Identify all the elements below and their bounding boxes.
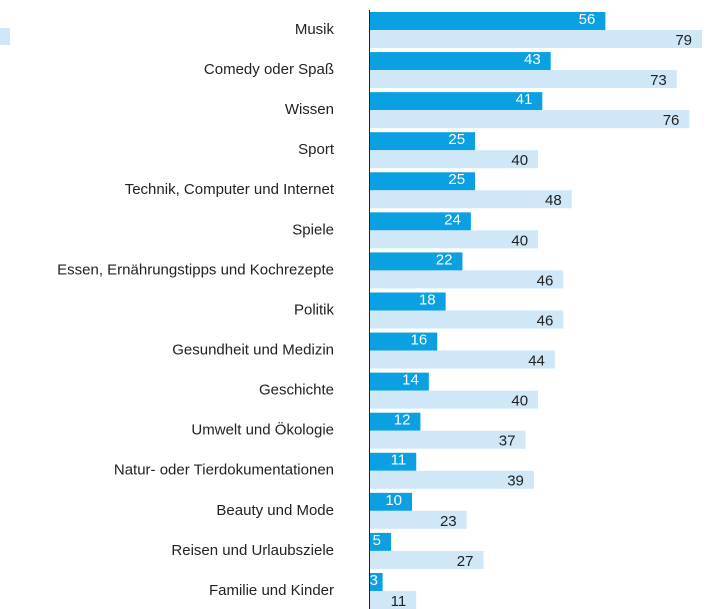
value-label: 56 (579, 11, 596, 28)
value-label: 11 (391, 452, 407, 469)
bar (370, 252, 463, 271)
bar (370, 270, 564, 289)
category-label: Essen, Ernährungstipps und Kochrezepte (57, 261, 334, 278)
bar (370, 430, 526, 449)
bar (370, 492, 413, 511)
bar (370, 12, 606, 30)
value-label: 44 (528, 353, 545, 370)
bar (370, 590, 417, 609)
value-label: 22 (436, 251, 453, 268)
value-label: 43 (524, 51, 541, 68)
value-label: 46 (537, 272, 554, 289)
bar (370, 92, 543, 111)
bar (370, 372, 429, 391)
bar (370, 230, 539, 249)
category-label: Politik (294, 301, 335, 318)
value-label: 40 (511, 393, 528, 410)
bar (370, 350, 555, 369)
value-label: 3 (370, 572, 378, 589)
value-label: 27 (457, 553, 474, 570)
value-label: 40 (511, 152, 528, 169)
bar (370, 132, 476, 151)
bar (370, 332, 438, 351)
value-label: 18 (419, 291, 436, 308)
value-label: 76 (663, 112, 680, 129)
value-label: 16 (411, 332, 428, 349)
bar (370, 190, 572, 209)
category-label: Technik, Computer und Internet (125, 181, 335, 198)
category-label: Spiele (292, 221, 334, 238)
value-label: 40 (511, 232, 528, 249)
value-label: 25 (448, 171, 465, 188)
bar (370, 30, 702, 48)
category-label: Wissen (285, 101, 334, 118)
bar (370, 212, 471, 231)
bar (370, 572, 383, 591)
value-label: 25 (448, 131, 465, 148)
value-label: 37 (499, 433, 516, 450)
bar (370, 292, 446, 311)
value-label: 73 (650, 72, 667, 89)
value-label: 39 (507, 473, 524, 490)
bar (370, 510, 467, 529)
value-label: 24 (444, 211, 461, 228)
bar (370, 470, 534, 489)
category-label: Geschichte (259, 382, 334, 399)
category-label: Reisen und Urlaubsziele (171, 542, 334, 559)
bar (370, 390, 539, 409)
bar (370, 172, 476, 191)
legend-swatch (0, 28, 10, 45)
bar (370, 550, 484, 569)
category-label: Familie und Kinder (209, 582, 334, 599)
value-label: 14 (402, 372, 419, 389)
bar (370, 52, 551, 71)
bar (370, 150, 539, 169)
category-label: Umwelt und Ökologie (191, 421, 334, 439)
value-label: 48 (545, 192, 562, 209)
category-label: Beauty und Mode (216, 502, 334, 519)
bar (370, 532, 392, 551)
value-label: 79 (675, 32, 692, 49)
bar (370, 412, 421, 431)
value-label: 11 (391, 593, 407, 609)
category-label: Comedy oder Spaß (204, 61, 334, 78)
category-label: Natur- oder Tierdokumentationen (114, 462, 334, 479)
category-label: Musik (295, 21, 335, 38)
bar (370, 310, 564, 329)
value-label: 5 (373, 532, 381, 549)
value-label: 23 (440, 513, 457, 530)
bar (370, 452, 417, 471)
bar (370, 110, 690, 129)
value-label: 46 (537, 312, 554, 329)
bar (370, 70, 677, 89)
category-label: Gesundheit und Medizin (172, 342, 334, 359)
value-label: 12 (394, 412, 411, 429)
category-label: Sport (298, 141, 335, 158)
value-label: 41 (516, 91, 533, 108)
value-label: 10 (385, 492, 402, 509)
